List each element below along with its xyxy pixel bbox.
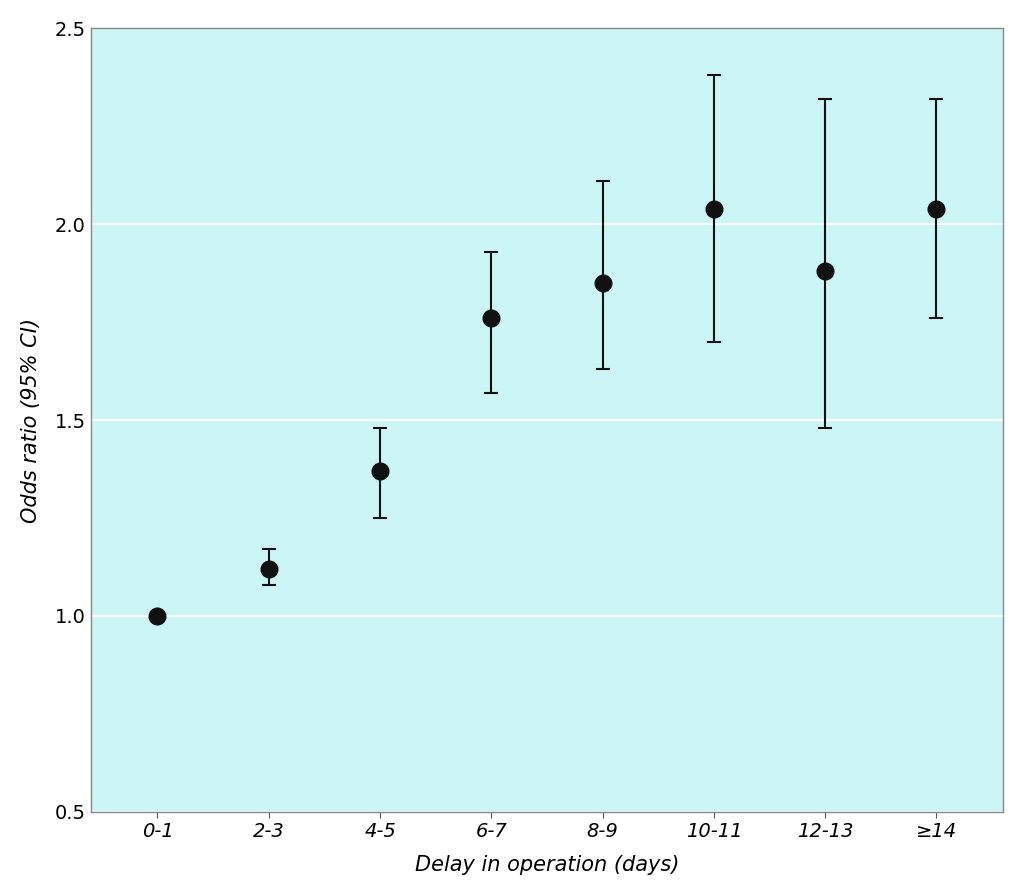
Y-axis label: Odds ratio (95% CI): Odds ratio (95% CI) (20, 317, 41, 522)
X-axis label: Delay in operation (days): Delay in operation (days) (415, 855, 679, 875)
